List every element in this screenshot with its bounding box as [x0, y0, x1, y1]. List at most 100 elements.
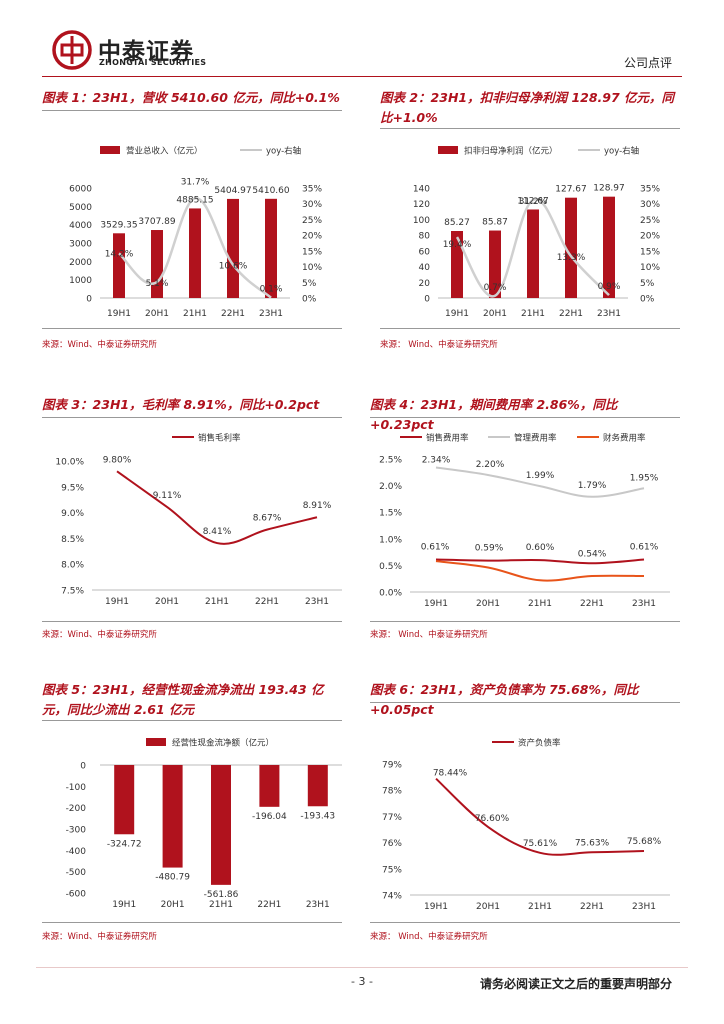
data-label: 8.41% [203, 527, 232, 537]
y-tick-label: 0 [80, 762, 86, 772]
legend-swatch [100, 146, 120, 154]
x-tick-label: 22H1 [580, 599, 604, 609]
legend-label: 财务费用率 [603, 433, 646, 444]
bar-value-label: -480.79 [155, 873, 190, 883]
x-tick-label: 20H1 [483, 309, 507, 319]
x-tick-label: 23H1 [306, 900, 330, 910]
y-tick-label: 15% [640, 247, 660, 257]
yoy-line [455, 198, 610, 298]
data-label: 0.54% [578, 549, 607, 559]
y-tick-label: 75% [382, 865, 402, 875]
yoy-value-label: 31.7% [181, 177, 210, 187]
x-tick-label: 23H1 [632, 599, 656, 609]
chart-source: 来源： Wind、中泰证券研究所 [380, 340, 498, 350]
x-tick-label: 23H1 [305, 597, 329, 607]
yoy-value-label: 0.7% [484, 283, 507, 293]
legend-label: 资产负债率 [518, 738, 561, 749]
yoy-value-label: 10.6% [219, 262, 248, 272]
x-tick-label: 21H1 [528, 902, 552, 912]
bar [259, 765, 280, 807]
legend-swatch [146, 738, 166, 746]
yoy-line [118, 197, 272, 299]
expense-ratio-chart: 销售费用率 管理费用率 财务费用率 0.0% 0.5% 1.0% 1.5% 2.0% 2.5% 0… [379, 433, 670, 609]
y-tick-label: 76% [382, 839, 402, 849]
y-tick-label: 6000 [69, 185, 92, 195]
bar [151, 230, 163, 298]
bar-value-label: 112.67 [517, 196, 549, 206]
bar [227, 198, 239, 298]
x-tick-label: 22H1 [257, 900, 281, 910]
y-tick-label: 2000 [69, 258, 92, 268]
y-tick-label: 9.5% [61, 483, 84, 493]
x-tick-label: 20H1 [161, 900, 185, 910]
series-line [435, 466, 645, 498]
bar-value-label: -196.04 [252, 812, 287, 822]
data-label: 0.61% [630, 543, 659, 553]
chart-source: 来源： Wind、中泰证券研究所 [370, 932, 488, 942]
x-tick-label: 22H1 [255, 597, 279, 607]
legend-label: 营业总收入（亿元） [126, 146, 203, 157]
data-label: 1.79% [578, 481, 607, 491]
data-label: 0.60% [526, 543, 555, 553]
title-divider [42, 110, 342, 111]
title-divider [42, 417, 342, 418]
data-label: 9.80% [103, 455, 132, 465]
series-line [435, 777, 645, 856]
chart-title: 图表 4：23H1，期间费用率 2.86%，同比+0.23pct [370, 397, 618, 432]
bar [565, 197, 577, 298]
legend-label: yoy-右轴 [266, 146, 301, 157]
chart-title: 图表 2：23H1，扣非归母净利润 128.97 亿元，同比+1.0% [380, 90, 675, 125]
series-line [435, 558, 645, 565]
bar-value-label: -193.43 [300, 811, 335, 821]
x-tick-label: 20H1 [145, 309, 169, 319]
data-label: 2.20% [476, 460, 505, 470]
x-tick-label: 19H1 [424, 599, 448, 609]
disclaimer: 请务必阅读正文之后的重要声明部分 [479, 977, 672, 991]
bar [189, 208, 201, 298]
yoy-value-label: 19.4% [443, 240, 472, 250]
chart-source: 来源：Wind、中泰证券研究所 [42, 630, 157, 640]
yoy-value-label: 5.1% [146, 279, 169, 289]
bar [527, 209, 539, 298]
x-tick-label: 23H1 [259, 309, 283, 319]
y-tick-label: 120 [413, 200, 430, 210]
brand-logo: 中泰证券 ZHONGTAI SECURITIES [52, 30, 252, 72]
legend-swatch [438, 146, 458, 154]
data-label: 78.44% [433, 769, 468, 779]
data-label: 0.61% [421, 543, 450, 553]
bar [113, 233, 125, 298]
y-tick-label: -500 [66, 868, 87, 878]
bar-value-label: -561.86 [204, 890, 239, 900]
brand-name-cn: 中泰证券 [98, 39, 194, 65]
x-tick-label: 22H1 [580, 902, 604, 912]
chart-title: 图表 3：23H1，毛利率 8.91%，同比+0.2pct [42, 397, 320, 412]
chart-panel-2: 图表 2：23H1，扣非归母净利润 128.97 亿元，同比+1.0% 扣非归母… [380, 88, 680, 358]
legend-label: yoy-右轴 [604, 146, 639, 157]
legend-label: 管理费用率 [514, 433, 557, 444]
bar [114, 765, 135, 835]
bar [211, 765, 231, 885]
y-tick-label: 0.0% [379, 589, 402, 599]
data-label: 1.95% [630, 473, 659, 483]
chart-title: 图表 5：23H1，经营性现金流净流出 193.43 亿元，同比少流出 2.61… [42, 682, 324, 717]
source-divider [42, 328, 342, 329]
x-tick-label: 20H1 [476, 599, 500, 609]
bar [489, 230, 501, 298]
y-tick-label: 78% [382, 787, 402, 797]
y-tick-label: 0 [86, 295, 92, 305]
data-label: 76.60% [475, 814, 510, 824]
y-tick-label: 0% [302, 295, 317, 305]
legend-label: 经营性现金流净额（亿元） [172, 738, 274, 749]
zhongtai-logo-icon [52, 30, 92, 70]
bar-value-label: 3529.35 [100, 220, 137, 230]
cashflow-chart: 经营性现金流净额（亿元） -600 -500 -400 -300 -200 -100 0 -32… [66, 738, 342, 910]
chart-panel-6: 图表 6：23H1，资产负债率为 75.68%，同比+0.05pct 资产负债率… [370, 680, 680, 945]
y-tick-label: 10% [302, 263, 322, 273]
y-tick-label: 30% [302, 200, 322, 210]
header-divider [42, 76, 682, 77]
y-tick-label: 7.5% [61, 587, 84, 597]
y-tick-label: 100 [413, 216, 430, 226]
y-tick-label: 80 [419, 232, 431, 242]
y-tick-label: 1.5% [379, 509, 402, 519]
y-tick-label: 25% [302, 216, 322, 226]
